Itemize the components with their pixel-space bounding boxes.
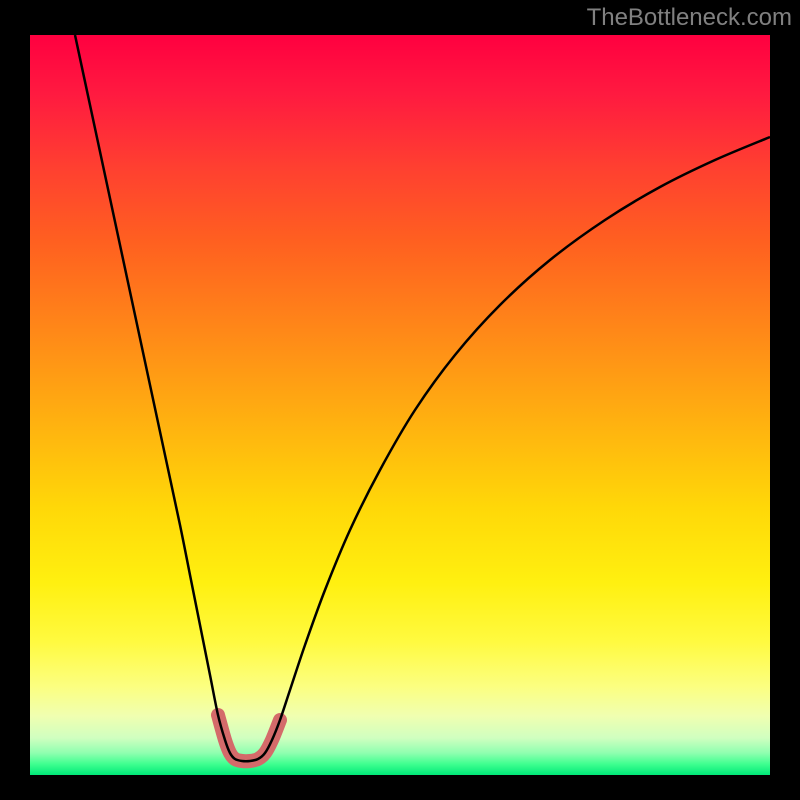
main-curve-line [75, 35, 770, 761]
chart-plot-area [30, 35, 770, 775]
highlight-segment [218, 715, 280, 761]
bottleneck-curve [30, 35, 770, 775]
watermark-text: TheBottleneck.com [587, 4, 792, 32]
